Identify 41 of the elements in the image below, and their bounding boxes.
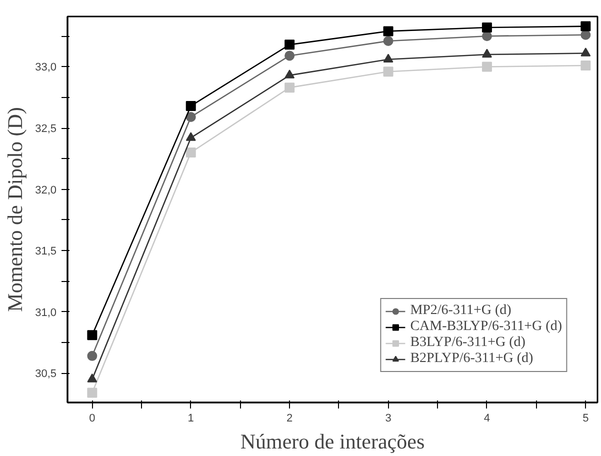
- point: [87, 388, 98, 398]
- y-axis-title: Momento de Dipolo (D): [3, 107, 28, 312]
- point: [186, 132, 196, 141]
- point: [580, 60, 591, 71]
- x-axis-title: Número de interações: [240, 430, 425, 454]
- point: [284, 82, 295, 93]
- x-tick-label: 4: [484, 412, 490, 424]
- point: [383, 66, 394, 77]
- y-tick-label: 33,0: [35, 62, 57, 74]
- point: [482, 22, 492, 33]
- point: [186, 112, 196, 122]
- y-tick-label: 32,5: [35, 123, 57, 136]
- point: [186, 100, 196, 111]
- point: [580, 21, 591, 32]
- y-tick-label: 31,0: [35, 306, 57, 319]
- legend-label: MP2/6-311+G (d): [410, 303, 512, 319]
- x-tick-label: 1: [188, 412, 194, 424]
- point: [482, 31, 492, 42]
- y-tick-label: 30,5: [35, 368, 57, 380]
- point: [383, 54, 394, 62]
- x-tick-label: 5: [582, 412, 589, 424]
- x-tick-label: 2: [286, 412, 293, 424]
- legend-label: B3LYP/6-311+G (d): [410, 335, 526, 351]
- point: [383, 26, 394, 36]
- x-tick-label: 3: [385, 412, 392, 424]
- point: [482, 48, 492, 58]
- point: [383, 36, 394, 46]
- point: [284, 50, 295, 61]
- legend-label: B2PLYP/6-311+G (d): [410, 351, 534, 367]
- legend-label: CAM-B3LYP/6-311+G (d): [410, 319, 562, 335]
- x-tick-label: 0: [89, 412, 96, 424]
- point: [87, 374, 98, 382]
- point: [284, 40, 295, 50]
- y-tick-label: 31,5: [35, 246, 57, 258]
- point: [87, 350, 98, 361]
- point: [580, 48, 591, 56]
- y-tick-label: 32,0: [35, 184, 57, 196]
- point: [284, 70, 295, 78]
- point: [482, 62, 492, 72]
- point: [186, 148, 196, 158]
- point: [87, 330, 98, 340]
